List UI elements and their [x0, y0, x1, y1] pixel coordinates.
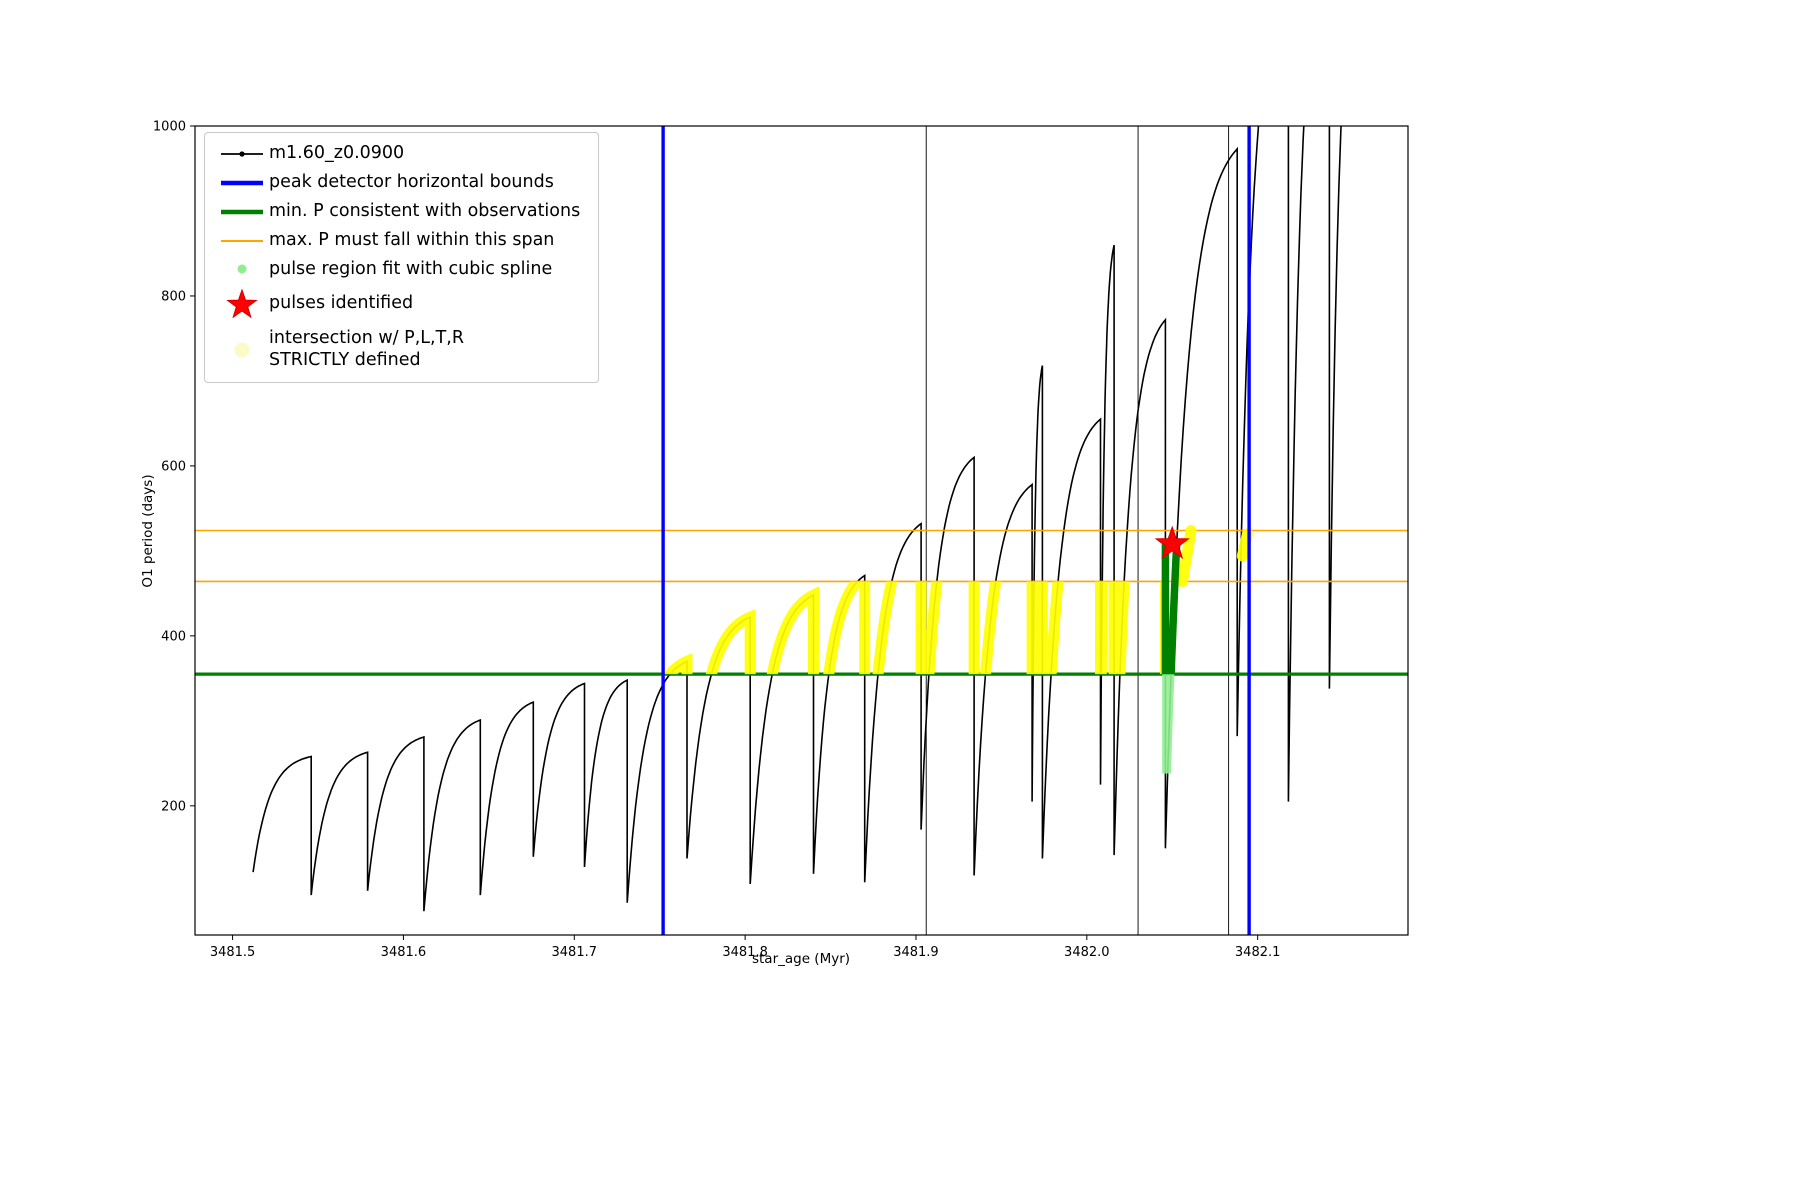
- intersection-highlight-extra-1: [1176, 525, 1197, 587]
- legend-item-peak-detector-bounds: peak detector horizontal bounds: [215, 172, 580, 194]
- min-p-consistent-marker-icon: [215, 205, 269, 219]
- x-axis-label: star_age (Myr): [752, 951, 850, 967]
- svg-text:400: 400: [161, 629, 186, 644]
- legend-item-max-p-span: max. P must fall within this span: [215, 230, 580, 252]
- svg-text:3481.5: 3481.5: [210, 945, 256, 960]
- y-axis-label: O1 period (days): [140, 474, 156, 587]
- peak-detector-bounds-marker-icon: [215, 176, 269, 190]
- svg-text:1000: 1000: [153, 120, 186, 135]
- pulse-star: [1154, 525, 1190, 560]
- legend-label-intersection-strict: intersection w/ P,L,T,R STRICTLY defined: [269, 328, 464, 371]
- legend-label-pulse-region-spline: pulse region fit with cubic spline: [269, 258, 553, 279]
- svg-text:3481.7: 3481.7: [552, 945, 598, 960]
- series-marker-icon: [215, 147, 269, 161]
- svg-text:3481.9: 3481.9: [893, 945, 939, 960]
- svg-text:3482.1: 3482.1: [1235, 945, 1281, 960]
- svg-text:200: 200: [161, 799, 186, 814]
- legend-item-min-p-consistent: min. P consistent with observations: [215, 201, 580, 223]
- pulses-identified-marker-icon: [215, 287, 269, 321]
- legend-label-min-p-consistent: min. P consistent with observations: [269, 200, 581, 221]
- y-ticks: 200 400 600 800 1000: [153, 120, 195, 814]
- svg-text:3482.0: 3482.0: [1064, 945, 1110, 960]
- legend-item-intersection-strict: intersection w/ P,L,T,R STRICTLY defined: [215, 328, 580, 372]
- svg-text:3481.8: 3481.8: [722, 945, 768, 960]
- legend-label-peak-detector-bounds: peak detector horizontal bounds: [269, 171, 554, 192]
- legend-label-pulses-identified: pulses identified: [269, 293, 414, 314]
- legend-item-series: m1.60_z0.0900: [215, 143, 580, 165]
- svg-text:600: 600: [161, 459, 186, 474]
- plot-frame: [194, 125, 1409, 936]
- legend-label-max-p-span: max. P must fall within this span: [269, 229, 555, 250]
- intersection-strict-marker-icon: [215, 340, 269, 360]
- legend-item-pulses-identified: pulses identified: [215, 287, 580, 321]
- max-p-span-marker-icon: [215, 234, 269, 248]
- x-ticks: 3481.5 3481.6 3481.7 3481.8 3481.9 3482.0 3482…: [210, 935, 1281, 960]
- intersection-highlight-extra-2: [1236, 528, 1253, 562]
- svg-text:3481.6: 3481.6: [381, 945, 427, 960]
- pulse-region-spline-marker-icon: [215, 262, 269, 276]
- legend-label-series: m1.60_z0.0900: [269, 143, 405, 163]
- legend-item-pulse-region-spline: pulse region fit with cubic spline: [215, 259, 580, 281]
- svg-text:800: 800: [161, 289, 186, 304]
